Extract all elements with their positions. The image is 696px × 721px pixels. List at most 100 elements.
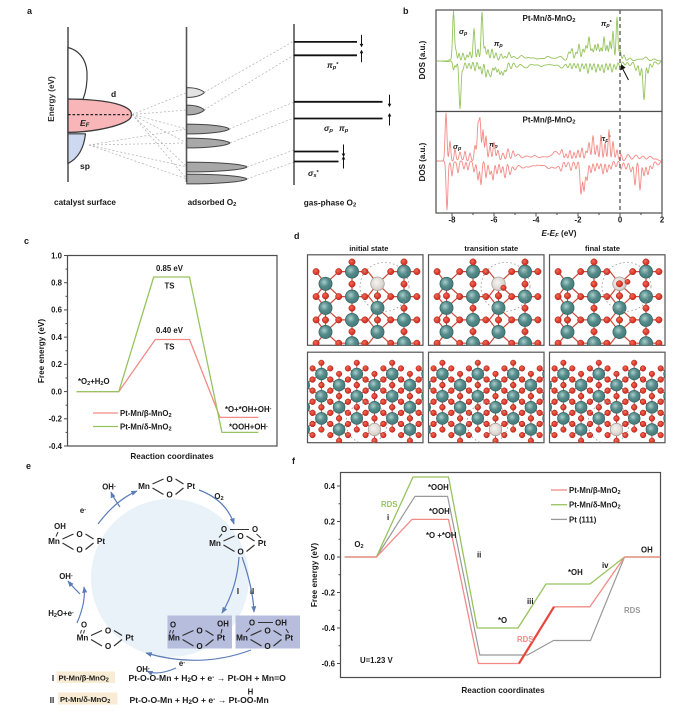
svg-text:-0.4: -0.4 — [49, 442, 63, 451]
svg-text:I: I — [237, 587, 239, 596]
svg-text:adsorbed O2: adsorbed O2 — [188, 198, 238, 208]
svg-text:TS: TS — [165, 282, 175, 291]
svg-text:O: O — [76, 530, 83, 539]
svg-text:0.2: 0.2 — [51, 360, 63, 369]
svg-text:*O: *O — [498, 616, 507, 625]
svg-text:0.85 eV: 0.85 eV — [156, 264, 184, 273]
svg-text:0.2: 0.2 — [324, 517, 336, 526]
svg-text:-0.6: -0.6 — [322, 659, 336, 668]
svg-text:Mn: Mn — [209, 539, 221, 548]
svg-text:E-EF (eV): E-EF (eV) — [541, 229, 576, 239]
svg-text:Pt-Mn/β-MnO2: Pt-Mn/β-MnO2 — [569, 486, 621, 496]
svg-text:O: O — [166, 491, 173, 500]
svg-text:Pt: Pt — [285, 634, 293, 643]
svg-text:gas-phase O2: gas-phase O2 — [304, 199, 357, 209]
svg-text:O: O — [105, 627, 112, 636]
svg-text:EF: EF — [80, 118, 90, 129]
svg-text:OH-: OH- — [59, 572, 73, 581]
svg-text:DOS (a.u.): DOS (a.u.) — [418, 142, 427, 181]
svg-text:0.0: 0.0 — [324, 553, 336, 562]
svg-text:i: i — [387, 513, 389, 522]
svg-text:OH: OH — [217, 620, 229, 629]
svg-text:0.6: 0.6 — [51, 306, 63, 315]
svg-text:*OOH: *OOH — [429, 507, 450, 516]
svg-text:-2: -2 — [575, 216, 583, 225]
svg-text:OH: OH — [275, 619, 287, 628]
svg-text:Free energy (eV): Free energy (eV) — [37, 319, 46, 383]
svg-text:I: I — [52, 674, 54, 683]
svg-text:O: O — [252, 525, 258, 534]
svg-text:O: O — [196, 627, 203, 636]
svg-text:σp: σp — [453, 142, 462, 152]
svg-text:πp*: πp* — [601, 19, 613, 29]
svg-text:Pt-Mn/δ-MnO2: Pt-Mn/δ-MnO2 — [120, 423, 172, 433]
svg-text:-0.4: -0.4 — [322, 624, 336, 633]
svg-text:e-: e- — [179, 659, 185, 668]
svg-text:O: O — [249, 619, 255, 628]
svg-text:Energy (eV): Energy (eV) — [47, 76, 56, 122]
svg-text:-0.2: -0.2 — [322, 588, 336, 597]
svg-text:πp*: πp* — [327, 61, 339, 71]
svg-text:catalyst surface: catalyst surface — [54, 198, 116, 207]
svg-text:Pt: Pt — [187, 482, 195, 491]
svg-text:OH: OH — [641, 546, 653, 555]
svg-text:*OH: *OH — [568, 568, 583, 577]
svg-text:Mn: Mn — [168, 634, 180, 643]
svg-text:Free energy (eV): Free energy (eV) — [310, 543, 319, 607]
svg-text:DOS (a.u.): DOS (a.u.) — [418, 40, 427, 79]
svg-text:Pt: Pt — [97, 537, 105, 546]
svg-text:O: O — [105, 642, 112, 651]
svg-text:2: 2 — [660, 216, 665, 225]
svg-text:0.0: 0.0 — [51, 387, 63, 396]
svg-text:Pt-Mn/δ-MnO2: Pt-Mn/δ-MnO2 — [60, 695, 110, 705]
svg-text:-0.2: -0.2 — [49, 415, 63, 424]
svg-text:OH: OH — [54, 522, 66, 531]
svg-text:Pt-Mn/β-MnO2: Pt-Mn/β-MnO2 — [523, 116, 576, 126]
svg-text:O: O — [170, 621, 176, 630]
svg-text:σp: σp — [459, 27, 468, 37]
svg-text:TS: TS — [165, 343, 175, 352]
svg-text:H: H — [248, 688, 254, 697]
svg-text:O2: O2 — [354, 540, 363, 550]
svg-text:0.40 eV: 0.40 eV — [156, 326, 184, 335]
svg-text:a: a — [27, 6, 33, 16]
svg-text:RDS: RDS — [517, 635, 533, 644]
svg-text:ii: ii — [477, 551, 481, 560]
svg-text:*OOH: *OOH — [428, 483, 449, 492]
svg-text:0.8: 0.8 — [51, 279, 63, 288]
svg-text:-6: -6 — [491, 216, 499, 225]
svg-text:*O+*OH+OH-: *O+*OH+OH- — [225, 405, 272, 414]
svg-text:c: c — [24, 236, 29, 246]
svg-text:Pt-Mn/δ-MnO2: Pt-Mn/δ-MnO2 — [569, 501, 621, 511]
svg-text:Pt-O-O-Mn + H2O + e- → Pt-OH +: Pt-O-O-Mn + H2O + e- → Pt-OH + Mn=O — [129, 673, 287, 684]
svg-text:iii: iii — [527, 597, 534, 606]
svg-text:d: d — [294, 231, 300, 241]
svg-text:Mn: Mn — [77, 634, 89, 643]
svg-text:Reaction coordinates: Reaction coordinates — [461, 686, 545, 695]
svg-text:d: d — [111, 89, 116, 99]
svg-text:OH-: OH- — [136, 665, 150, 674]
svg-text:b: b — [403, 6, 409, 16]
svg-text:RDS: RDS — [624, 606, 640, 615]
svg-text:transition state: transition state — [464, 244, 518, 253]
svg-text:Pt: Pt — [125, 634, 133, 643]
svg-text:*O +*OH: *O +*OH — [426, 531, 457, 540]
svg-text:πp: πp — [494, 39, 503, 49]
svg-text:O: O — [166, 475, 173, 484]
svg-text:0.4: 0.4 — [324, 482, 336, 491]
svg-text:e: e — [26, 461, 31, 471]
svg-text:-4: -4 — [533, 216, 541, 225]
svg-text:O: O — [264, 642, 271, 651]
svg-text:Pt-O-O-Mn + H2O + e- → Pt-OO-M: Pt-O-O-Mn + H2O + e- → Pt-OO-Mn — [130, 695, 269, 706]
svg-text:σp: σp — [324, 124, 333, 134]
svg-text:Pt-Mn/δ-MnO2: Pt-Mn/δ-MnO2 — [523, 14, 576, 24]
svg-text:O: O — [264, 627, 271, 636]
svg-text:O: O — [76, 546, 83, 555]
svg-text:πp: πp — [489, 140, 498, 150]
svg-text:sp: sp — [80, 161, 90, 171]
svg-text:U=1.23 V: U=1.23 V — [360, 656, 394, 665]
svg-text:Mn: Mn — [138, 482, 150, 491]
svg-text:Pt (111): Pt (111) — [569, 515, 597, 524]
svg-text:f: f — [292, 456, 296, 466]
svg-text:H2O+e-: H2O+e- — [48, 609, 74, 619]
